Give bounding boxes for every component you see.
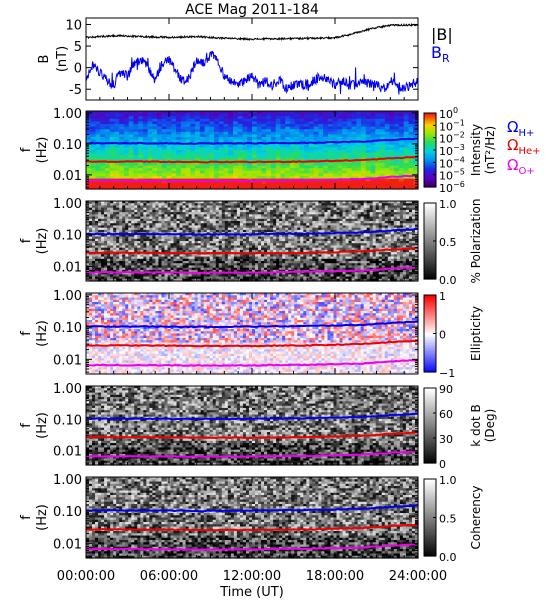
colorbar-tick-label: 10−6 (439, 180, 465, 195)
b-ytick-label: 5 (74, 40, 82, 55)
colorbar-label-line1: Intensity (469, 124, 483, 176)
colorbar-tick-exp: −3 (453, 143, 465, 152)
b-ytick-label: -5 (69, 83, 82, 98)
colorbar-tick-exp: −5 (453, 168, 465, 177)
colorbar-label-line2: (nT²/Hz) (483, 126, 497, 174)
colorbar-tick-exp: 0 (453, 106, 458, 115)
freq-tick-label: 0.01 (53, 169, 82, 184)
legend-bmag: |B| (431, 25, 453, 44)
b-ytick-label: 0 (74, 62, 82, 77)
freq-tick-label: 1.00 (53, 107, 82, 122)
panel-intensity: 1.000.100.01f (Hz)10010−110−210−310−410−5… (19, 106, 497, 195)
panel-polarization: 1.000.100.01f (Hz)1.00.50.0% Polarization (19, 197, 483, 287)
x-axis-label: Time (UT) (219, 585, 284, 600)
freq-ylabel-line2: (Hz) (35, 137, 50, 164)
b-ylabel-line2: (nT) (55, 46, 70, 72)
colorbar-tick-exp: −6 (453, 180, 465, 189)
legend-br: BR (431, 43, 450, 65)
colorbar-tick-exp: −4 (453, 155, 465, 164)
chart-title: ACE Mag 2011-184 (185, 2, 319, 18)
legend-br-sub: R (442, 52, 450, 65)
freq-ylabel-line1: f (19, 147, 34, 152)
b-ytick-label: 10 (65, 18, 82, 33)
freq-tick-label: 0.10 (53, 138, 82, 153)
colorbar-tick-exp: −1 (453, 118, 465, 127)
b-ylabel-line1: B (37, 55, 52, 64)
colorbar-tick-exp: −2 (453, 131, 465, 140)
